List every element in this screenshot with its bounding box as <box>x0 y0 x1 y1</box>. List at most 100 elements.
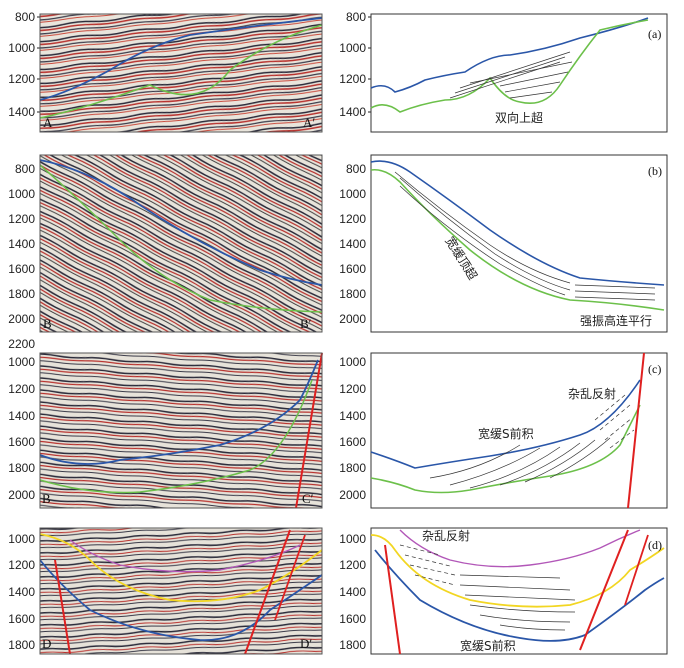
fault-c <box>295 352 323 509</box>
row-d-interpretation: (d) 杂乱反射 宽缓S前积 <box>370 527 668 655</box>
annotation-c-1: 宽缓S前积 <box>478 426 534 441</box>
tick-d-4: 1800 <box>8 638 35 652</box>
tick-b-r5: 1800 <box>339 287 366 301</box>
seismic-label-left-a: A <box>43 115 53 130</box>
tick-b-6: 2000 <box>8 312 35 326</box>
blue-horizon-a <box>39 17 323 101</box>
tick-a-3: 1400 <box>8 105 35 119</box>
row-d-seismic-section: D D′ <box>39 527 323 655</box>
row-a-left-axis: 800 1000 1200 1400 <box>8 10 40 119</box>
seismic-label-right-c: C′ <box>302 491 314 506</box>
tick-a-0: 800 <box>15 10 35 24</box>
tick-d-3: 1600 <box>8 612 35 626</box>
row-a: 800 1000 1200 1400 A A′ 800 1000 1200 14… <box>8 10 668 133</box>
seismic-label-right-d: D′ <box>300 636 312 651</box>
tick-c-r3: 1600 <box>339 435 366 449</box>
tick-a-r1: 1000 <box>339 41 366 55</box>
tick-b-3: 1400 <box>8 237 35 251</box>
seismic-label-left-c: B <box>42 491 51 506</box>
tick-a-2: 1200 <box>8 72 35 86</box>
fault-d-interp-3 <box>624 534 649 606</box>
panel-label-b: (b) <box>648 164 662 178</box>
row-a-seismic-section: A A′ <box>39 13 323 133</box>
green-horizon-b-interp <box>370 168 665 311</box>
green-horizon-c <box>39 379 313 494</box>
panel-label-a: (a) <box>648 27 661 41</box>
row-d: 1000 1200 1400 1600 1800 D D′ 1000 1200 … <box>8 527 668 655</box>
reflector-lines-a <box>449 51 573 99</box>
fault-d-2 <box>244 529 291 655</box>
fault-d-interp-2 <box>579 529 629 651</box>
row-b-seismic-section: B B′ <box>39 154 323 333</box>
row-c-right-axis: 1000 1200 1400 1600 1800 2000 <box>339 355 366 502</box>
tick-c-r2: 1400 <box>339 409 366 423</box>
yellow-horizon-d-interp <box>370 534 665 608</box>
row-c-interpretation: (c) 杂乱反射 宽缓S前积 <box>370 352 668 509</box>
tick-c-r4: 1800 <box>339 461 366 475</box>
annotation-d-0: 杂乱反射 <box>422 528 470 543</box>
tick-d-0: 1000 <box>8 532 35 546</box>
tick-b-r6: 2000 <box>339 312 366 326</box>
yellow-horizon-d <box>39 533 323 603</box>
tick-b-r4: 1600 <box>339 262 366 276</box>
green-horizon-c-interp <box>370 404 641 494</box>
annotation-b-1: 强振高连平行 <box>580 313 652 328</box>
blue-horizon-c-interp <box>370 379 641 469</box>
fault-d-interp-1 <box>384 544 401 655</box>
tick-c-3: 1600 <box>8 435 35 449</box>
tick-d-r4: 1800 <box>339 638 366 652</box>
tick-a-1: 1000 <box>8 41 35 55</box>
row-b: 800 1000 1200 1400 1600 1800 2000 2200 B… <box>8 154 668 351</box>
row-b-right-axis: 800 1000 1200 1400 1600 1800 2000 <box>339 162 366 326</box>
blue-horizon-c <box>39 359 319 465</box>
tick-d-r3: 1600 <box>339 612 366 626</box>
row-a-right-axis: 800 1000 1200 1400 <box>339 10 371 119</box>
seismic-label-left-d: D <box>42 636 51 651</box>
blue-horizon-d <box>39 559 323 641</box>
row-b-left-axis: 800 1000 1200 1400 1600 1800 2000 2200 <box>8 162 35 351</box>
row-d-left-axis: 1000 1200 1400 1600 1800 <box>8 532 35 652</box>
fault-d-3 <box>274 534 306 621</box>
tick-b-4: 1600 <box>8 262 35 276</box>
tick-b-r2: 1200 <box>339 212 366 226</box>
blue-horizon-d-interp <box>374 549 665 642</box>
row-c: 1000 1200 1400 1600 1800 2000 B C′ 1000 … <box>8 352 668 509</box>
green-horizon-b <box>39 164 323 313</box>
tick-d-1: 1200 <box>8 558 35 572</box>
reflector-lines-d <box>459 574 576 631</box>
seismic-label-left-b: B <box>43 316 52 331</box>
annotation-a-0: 双向上超 <box>495 110 543 125</box>
tick-c-r1: 1200 <box>339 382 366 396</box>
reflector-lines-c <box>429 437 611 489</box>
blue-horizon-b <box>39 159 323 286</box>
tick-a-r3: 1400 <box>339 105 366 119</box>
seismic-label-right-b: B′ <box>300 316 312 331</box>
tick-b-0: 800 <box>15 162 35 176</box>
row-d-right-axis: 1000 1200 1400 1600 1800 <box>339 532 366 652</box>
tick-d-r1: 1200 <box>339 558 366 572</box>
tick-d-r2: 1400 <box>339 585 366 599</box>
tick-b-7: 2200 <box>8 337 35 351</box>
tick-c-r5: 2000 <box>339 488 366 502</box>
chaotic-dash-lines-c <box>594 394 635 449</box>
tick-a-r0: 800 <box>346 10 366 24</box>
row-c-left-axis: 1000 1200 1400 1600 1800 2000 <box>8 355 35 502</box>
green-horizon-a <box>39 24 323 119</box>
purple-horizon-d <box>69 539 301 573</box>
tick-c-r0: 1000 <box>339 355 366 369</box>
row-b-interpretation: (b) 宽缓顶超 强振高连平行 <box>370 154 668 333</box>
chaotic-dash-lines-d <box>399 544 456 586</box>
blue-horizon-b-interp <box>370 160 665 286</box>
green-horizon-a-interp <box>370 19 649 113</box>
panel-label-c: (c) <box>648 362 661 376</box>
seismic-label-right-a: A′ <box>303 115 315 130</box>
tick-c-5: 2000 <box>8 488 35 502</box>
reflector-lines-b <box>394 171 656 301</box>
tick-b-5: 1800 <box>8 287 35 301</box>
tick-b-1: 1000 <box>8 187 35 201</box>
tick-d-r0: 1000 <box>339 532 366 546</box>
row-a-interpretation: (a) 双向上超 <box>370 13 668 133</box>
tick-b-2: 1200 <box>8 212 35 226</box>
tick-c-0: 1000 <box>8 355 35 369</box>
